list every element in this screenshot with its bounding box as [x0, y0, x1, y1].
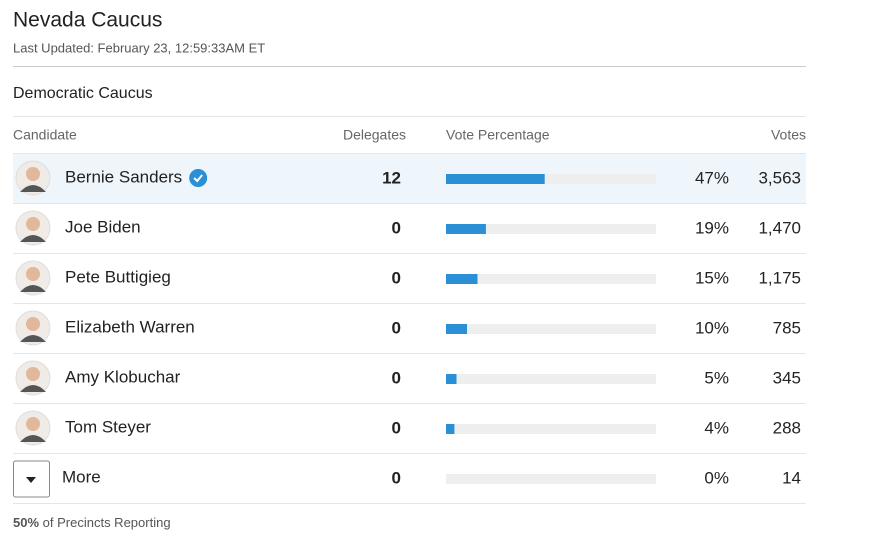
delegates: 0	[392, 268, 401, 287]
avatar-head	[26, 367, 40, 381]
avatar-body	[20, 385, 46, 392]
winner-check	[193, 174, 203, 183]
vote-percent: 15%	[695, 268, 729, 287]
row-highlight	[13, 154, 806, 203]
delegates: 12	[382, 168, 401, 187]
votes: 14	[782, 468, 801, 487]
page-title: Nevada Caucus	[13, 9, 162, 32]
footer: 50% of Precincts Reporting	[13, 515, 171, 530]
column-header: Vote Percentage	[446, 127, 550, 143]
last-updated: Last Updated: February 23, 12:59:33AM ET	[13, 40, 265, 55]
bar-track	[446, 474, 656, 484]
bar	[446, 374, 457, 384]
avatar-body	[20, 185, 46, 192]
candidate-name: Joe Biden	[65, 217, 141, 236]
avatar-head	[26, 167, 40, 181]
more-arrow	[26, 477, 36, 483]
column-header: Delegates	[343, 127, 406, 143]
section-title: Democratic Caucus	[13, 85, 153, 102]
votes: 1,470	[758, 218, 801, 237]
avatar-head	[26, 267, 40, 281]
votes: 288	[773, 418, 801, 437]
delegates: 0	[392, 318, 401, 337]
avatar-head	[26, 317, 40, 331]
bar-track	[446, 424, 656, 434]
rows: Bernie Sanders 12 47% 3,563 Joe Biden 0 19% 1,4…	[13, 154, 806, 504]
avatar-body	[20, 285, 46, 292]
avatar-body	[20, 435, 46, 442]
bar	[446, 174, 545, 184]
delegates: 0	[392, 468, 401, 487]
votes: 1,175	[758, 268, 801, 287]
column-header: Votes	[771, 127, 806, 143]
avatar-head	[26, 417, 40, 431]
candidate-name: Bernie Sanders	[65, 167, 182, 186]
vote-percent: 47%	[695, 168, 729, 187]
delegates: 0	[392, 218, 401, 237]
votes: 3,563	[758, 168, 801, 187]
avatar-body	[20, 235, 46, 242]
vote-percent: 10%	[695, 318, 729, 337]
winner-badge	[189, 169, 208, 187]
vote-percent: 5%	[704, 368, 729, 387]
bar	[446, 324, 467, 334]
more-label[interactable]: More	[62, 467, 101, 486]
reporting-text: of Precincts Reporting	[43, 515, 171, 530]
candidate-name: Amy Klobuchar	[65, 367, 181, 386]
avatar-body	[20, 335, 46, 342]
candidate-name: Elizabeth Warren	[65, 317, 195, 336]
vote-percent: 0%	[704, 468, 729, 487]
bar-track	[446, 224, 656, 234]
candidate-name: Pete Buttigieg	[65, 267, 171, 286]
reporting-percent: 50%	[13, 515, 39, 530]
vote-percent: 4%	[704, 418, 729, 437]
bar-track	[446, 174, 656, 184]
delegates: 0	[392, 418, 401, 437]
vote-percent: 19%	[695, 218, 729, 237]
votes: 345	[773, 368, 801, 387]
delegates: 0	[392, 368, 401, 387]
bar-track	[446, 274, 656, 284]
votes: 785	[773, 318, 801, 337]
bar-track	[446, 324, 656, 334]
bar	[446, 424, 455, 434]
bar	[446, 224, 486, 234]
bar	[446, 274, 478, 284]
column-header: Candidate	[13, 127, 77, 143]
avatar-head	[26, 217, 40, 231]
candidate-name: Tom Steyer	[65, 417, 151, 436]
bar-track	[446, 374, 656, 384]
